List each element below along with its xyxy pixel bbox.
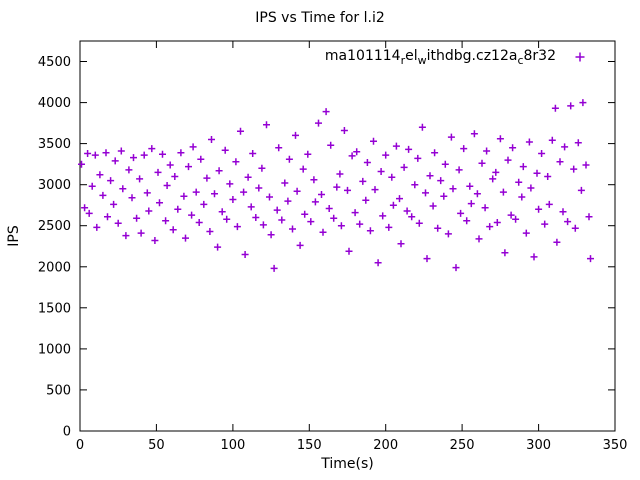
axes-and-ticks: 0 50 100 150 200 250 300 3500500100015002000250…: [38, 40, 628, 453]
svg-text:2000: 2000: [38, 260, 71, 275]
svg-text:1500: 1500: [38, 301, 71, 316]
svg-text:150: 150: [297, 438, 322, 453]
legend-text-sub: w: [417, 53, 427, 67]
svg-text:300: 300: [526, 438, 551, 453]
legend-plus-marker-icon: [575, 52, 585, 62]
legend-series-label: ma101114relwithdbg.cz12ac8r32: [325, 48, 556, 67]
legend-text-part: ithdbg.cz12a: [426, 48, 518, 64]
svg-text:2500: 2500: [38, 219, 71, 234]
x-axis-label: Time(s): [321, 456, 374, 472]
legend: ma101114relwithdbg.cz12ac8r32: [325, 48, 588, 67]
svg-text:200: 200: [373, 438, 398, 453]
svg-text:50: 50: [148, 438, 165, 453]
svg-text:1000: 1000: [38, 342, 71, 357]
svg-text:3500: 3500: [38, 137, 71, 152]
legend-text-part: ma101114: [324, 48, 401, 64]
svg-text:0: 0: [63, 425, 71, 440]
svg-text:250: 250: [450, 438, 475, 453]
svg-text:100: 100: [220, 438, 245, 453]
chart-title: IPS vs Time for l.i2: [255, 10, 385, 26]
svg-text:500: 500: [46, 383, 71, 398]
data-points: [78, 99, 594, 272]
y-axis-label: IPS: [6, 225, 22, 247]
svg-text:4000: 4000: [38, 96, 71, 111]
legend-text-sub: c: [517, 53, 524, 67]
svg-text:350: 350: [603, 438, 628, 453]
svg-text:0: 0: [76, 438, 84, 453]
svg-text:3000: 3000: [38, 178, 71, 193]
legend-text-part: el: [405, 48, 418, 64]
legend-text-part: 8r32: [523, 48, 556, 64]
legend-text-sub: r: [400, 53, 406, 67]
svg-text:4500: 4500: [38, 55, 71, 70]
